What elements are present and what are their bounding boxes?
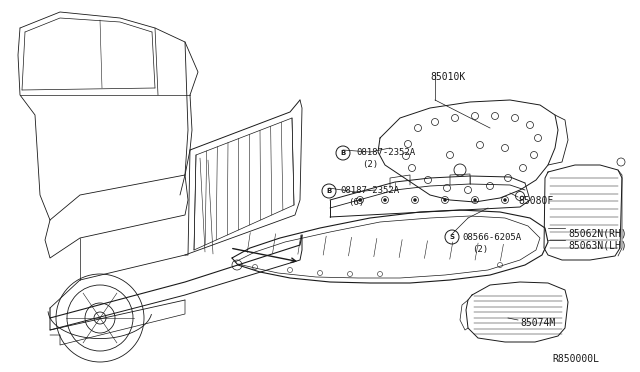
Text: 08187-2352A: 08187-2352A <box>340 186 399 195</box>
Text: 85010K: 85010K <box>430 72 465 82</box>
Text: 85074M: 85074M <box>520 318 556 328</box>
Circle shape <box>383 199 387 202</box>
Text: 85080F: 85080F <box>518 196 553 206</box>
Circle shape <box>504 199 506 202</box>
Text: R850000L: R850000L <box>552 354 599 364</box>
Text: 85062N(RH): 85062N(RH) <box>568 228 627 238</box>
Text: (2): (2) <box>472 245 488 254</box>
Text: 85063N(LH): 85063N(LH) <box>568 240 627 250</box>
Circle shape <box>444 199 447 202</box>
Text: S: S <box>449 234 454 240</box>
Text: (6): (6) <box>348 198 364 207</box>
Circle shape <box>358 199 362 202</box>
Text: B: B <box>340 150 346 156</box>
Circle shape <box>474 199 477 202</box>
Circle shape <box>413 199 417 202</box>
Text: (2): (2) <box>362 160 378 169</box>
Text: 08187-2352A: 08187-2352A <box>356 148 415 157</box>
Text: 08566-6205A: 08566-6205A <box>462 233 521 242</box>
Text: B: B <box>326 188 332 194</box>
